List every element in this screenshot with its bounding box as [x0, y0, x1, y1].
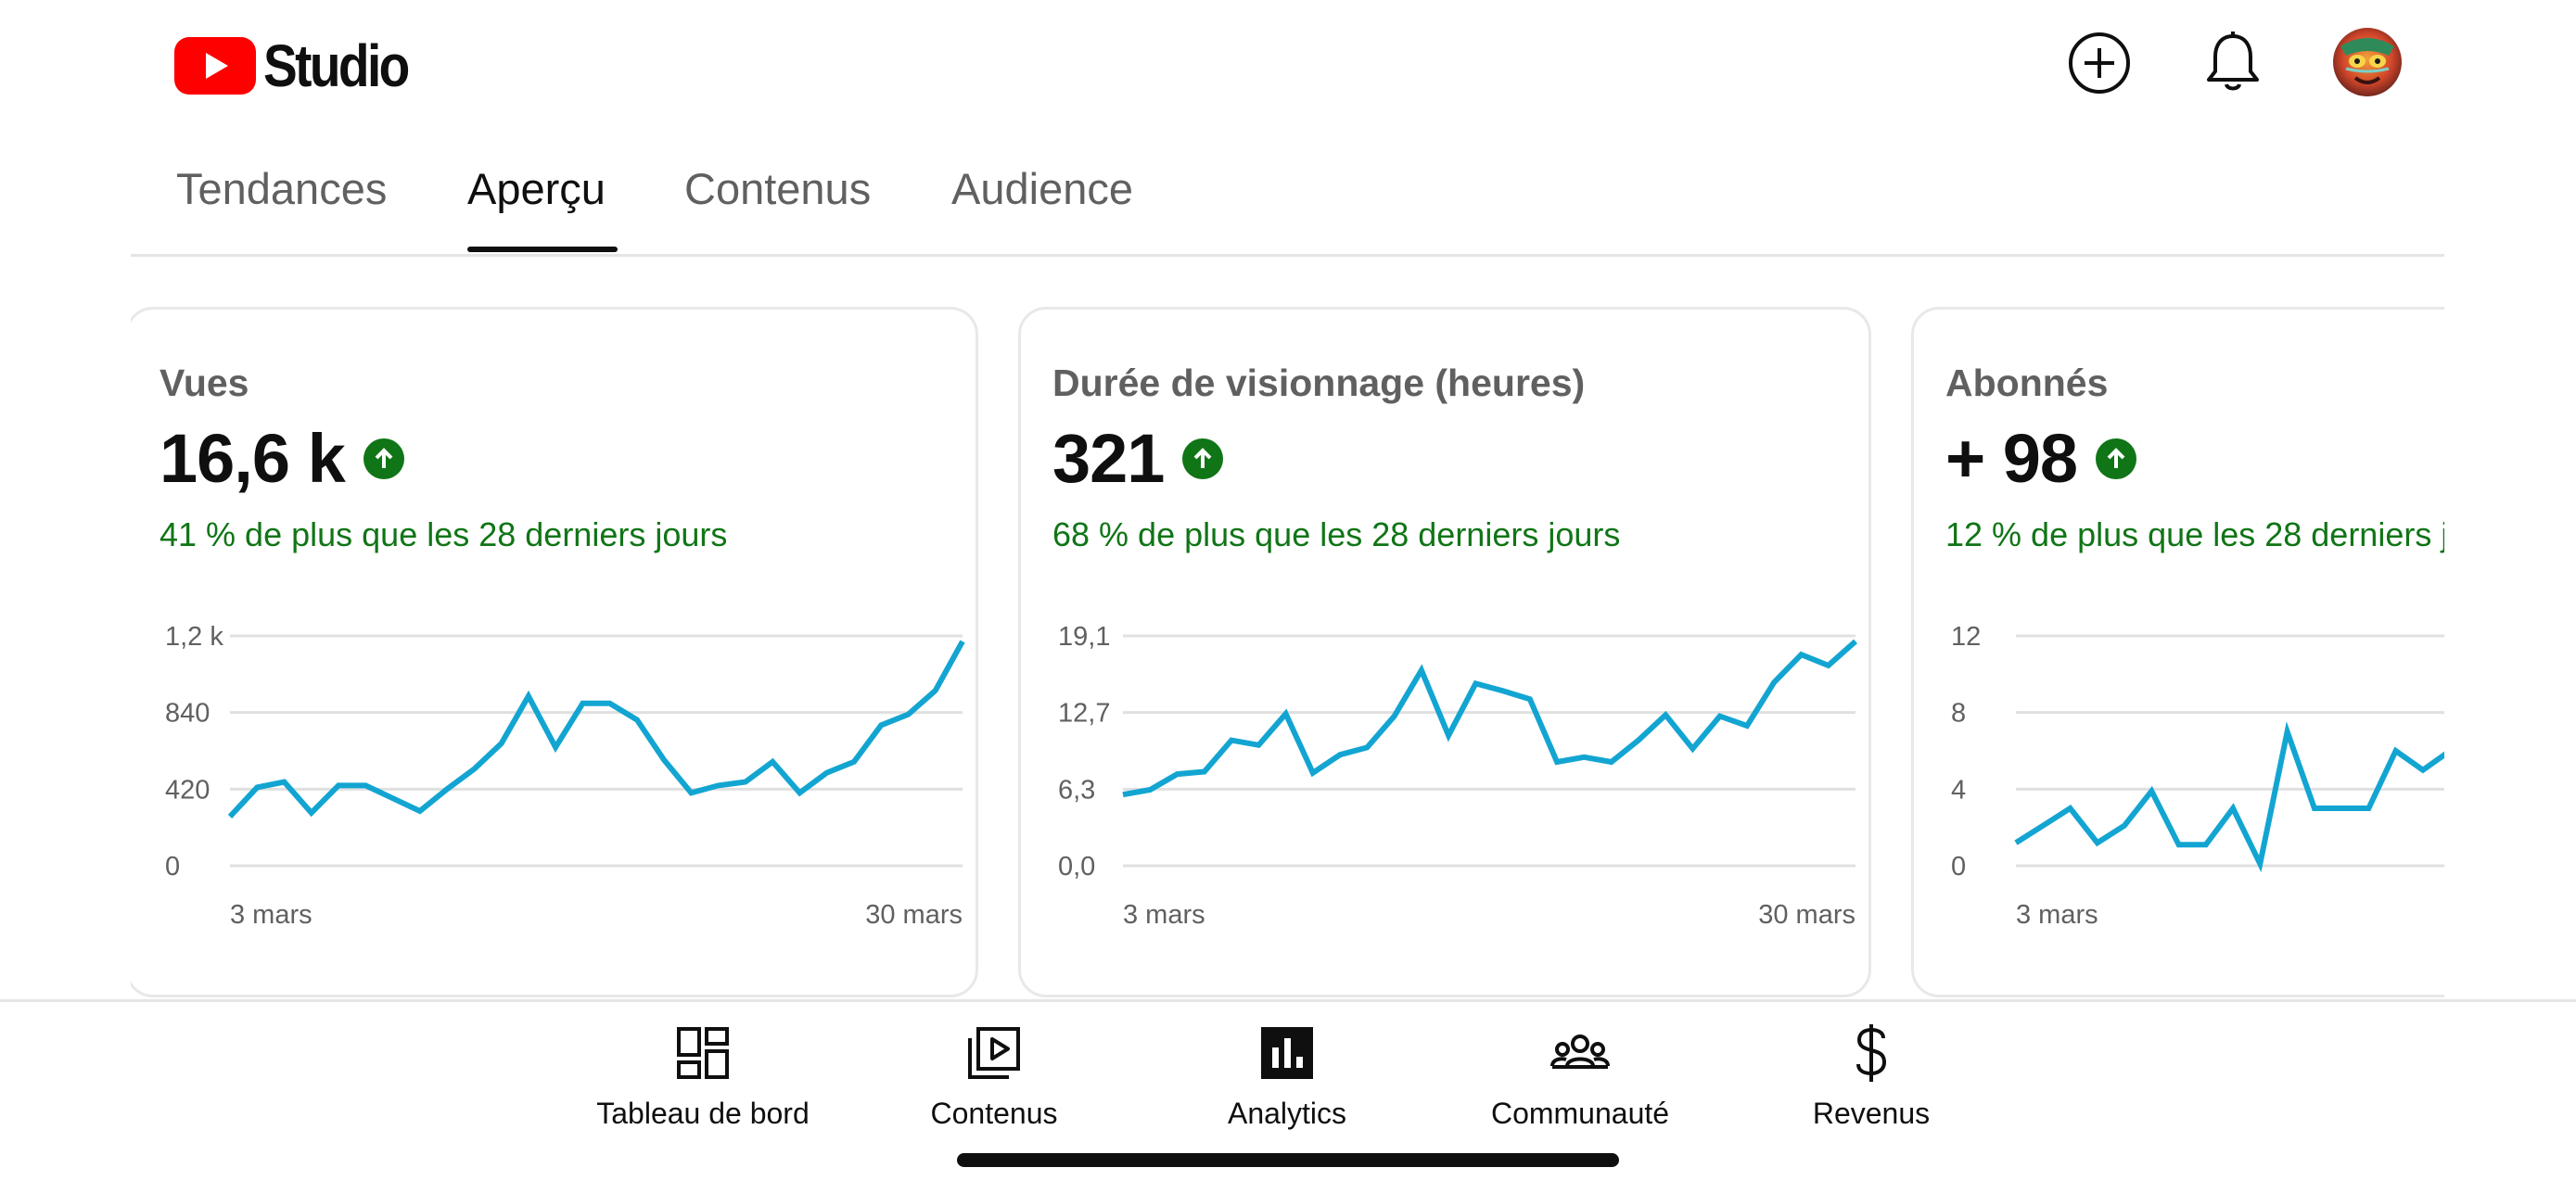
tab-content[interactable]: Contenus — [684, 164, 872, 213]
x-tick-label: 3 mars — [2016, 900, 2098, 930]
y-tick-label: 840 — [165, 699, 210, 729]
series-line — [2014, 721, 2444, 873]
metric-card-subscribers[interactable]: Abonnés + 98 12 % de plus que les 28 der… — [1911, 307, 2444, 997]
nav-earn[interactable]: Revenus — [1732, 1021, 2010, 1131]
nav-analytics[interactable]: Analytics — [1148, 1021, 1426, 1131]
nav-label: Contenus — [930, 1097, 1058, 1130]
logo-text: Studio — [263, 32, 410, 99]
card-delta: 68 % de plus que les 28 derniers jours — [1052, 515, 1621, 553]
arrow-up-icon — [363, 438, 404, 479]
nav-label: Revenus — [1812, 1097, 1931, 1130]
top-app-bar: Studio — [0, 0, 2576, 130]
nav-community[interactable]: Communauté — [1441, 1021, 1719, 1131]
y-tick-label: 19,1 — [1058, 622, 1110, 652]
y-tick-label: 12 — [1951, 622, 1981, 652]
y-tick-label: 6,3 — [1058, 775, 1095, 805]
card-value: 16,6 k — [159, 420, 346, 497]
nav-dashboard[interactable]: Tableau de bord — [564, 1021, 842, 1131]
y-tick-label: 0 — [1951, 852, 1966, 882]
notifications-button[interactable] — [2198, 28, 2268, 98]
card-title: Vues — [159, 362, 249, 404]
y-tick-label: 0,0 — [1058, 852, 1095, 882]
arrow-up-icon — [2096, 438, 2137, 479]
card-delta: 41 % de plus que les 28 derniers jours — [159, 515, 728, 553]
nav-content[interactable]: Contenus — [855, 1021, 1133, 1131]
card-delta: 12 % de plus que les 28 derniers jours — [1945, 515, 2444, 553]
tab-trends[interactable]: Tendances — [176, 164, 388, 213]
community-icon — [1550, 1034, 1610, 1069]
tab-audience[interactable]: Audience — [951, 164, 1133, 213]
views-line-chart: 1,2 k 840 420 0 3 mars 30 mars — [165, 622, 965, 930]
card-title: Abonnés — [1945, 362, 2109, 404]
plus-circle-icon — [2069, 32, 2130, 94]
y-tick-label: 12,7 — [1058, 699, 1110, 729]
create-button[interactable] — [2064, 28, 2135, 98]
active-tab-indicator — [467, 247, 618, 252]
home-indicator — [957, 1153, 1619, 1167]
y-tick-label: 0 — [165, 852, 180, 882]
content-icon — [968, 1027, 1020, 1079]
x-tick-label: 3 mars — [1123, 900, 1205, 930]
y-tick-label: 4 — [1951, 775, 1966, 805]
nav-label: Tableau de bord — [596, 1097, 810, 1130]
analytics-tabs: Tendances Aperçu Contenus Audience — [131, 139, 2444, 257]
y-tick-label: 1,2 k — [165, 622, 223, 652]
card-value: 321 — [1052, 420, 1165, 497]
tab-overview[interactable]: Aperçu — [467, 164, 606, 213]
youtube-play-icon — [174, 37, 256, 95]
nav-label: Analytics — [1227, 1097, 1347, 1130]
analytics-icon — [1261, 1027, 1313, 1079]
y-tick-label: 8 — [1951, 699, 1966, 729]
watch-time-line-chart: 19,1 12,7 6,3 0,0 3 mars 30 mars — [1058, 622, 1857, 930]
series-line — [1122, 639, 1857, 798]
dashboard-icon — [677, 1027, 729, 1079]
nav-label: Communauté — [1490, 1097, 1670, 1130]
earn-icon — [1856, 1024, 1887, 1082]
avatar[interactable] — [2333, 28, 2402, 96]
bell-icon — [2207, 32, 2259, 91]
card-value: + 98 — [1945, 420, 2078, 497]
y-tick-label: 420 — [165, 775, 210, 805]
arrow-up-icon — [1182, 438, 1224, 479]
card-title: Durée de visionnage (heures) — [1052, 362, 1586, 404]
metric-card-watch-time[interactable]: Durée de visionnage (heures) 321 68 % de… — [1018, 307, 1871, 997]
x-tick-label: 30 mars — [865, 900, 963, 930]
metric-card-views[interactable]: Vues 16,6 k 41 % de plus que les 28 dern… — [131, 307, 978, 997]
youtube-studio-logo[interactable]: Studio — [174, 32, 431, 100]
metric-cards-carousel[interactable]: Vues 16,6 k 41 % de plus que les 28 dern… — [131, 301, 2444, 1001]
x-tick-label: 30 mars — [1758, 900, 1855, 930]
x-tick-label: 3 mars — [230, 900, 312, 930]
series-line — [227, 640, 965, 819]
